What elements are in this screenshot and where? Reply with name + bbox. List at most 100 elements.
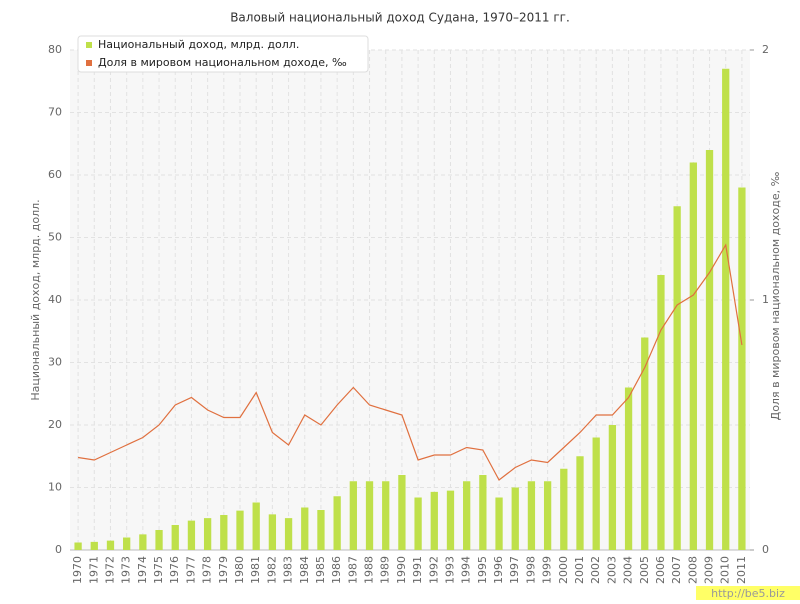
bar: [90, 541, 98, 550]
x-tick-label: 2000: [557, 556, 570, 584]
x-tick-label: 1986: [330, 556, 343, 584]
x-tick-label: 1976: [168, 556, 181, 584]
bar: [236, 510, 244, 550]
bar: [608, 425, 617, 550]
y-tick-label: 70: [48, 106, 62, 119]
x-tick-label: 2008: [686, 556, 699, 584]
bar: [624, 387, 633, 550]
x-tick-label: 1978: [201, 556, 214, 584]
line: [78, 243, 743, 481]
x-tick-label: 2011: [735, 556, 748, 584]
bar: [252, 502, 260, 550]
bar: [333, 496, 341, 550]
x-tick-label: 1991: [411, 556, 424, 584]
bar: [446, 490, 455, 550]
bar: [479, 475, 487, 550]
bar: [123, 537, 131, 550]
x-tick-label: 1984: [298, 556, 311, 584]
y-tick-label: 10: [48, 481, 62, 494]
bar: [414, 497, 422, 550]
x-tick-label: 1974: [136, 556, 149, 584]
x-tick-label: 1995: [476, 556, 489, 584]
y-tick-label: 80: [48, 43, 62, 56]
bar: [641, 337, 649, 550]
bar: [560, 468, 568, 550]
y2-tick-label: 2: [762, 43, 769, 56]
x-tick-label: 1982: [265, 556, 278, 584]
x-tick-label: 1980: [233, 556, 246, 584]
legend-swatch: [86, 42, 92, 48]
x-tick-label: 1990: [395, 556, 408, 584]
y2-tick-label: 1: [762, 293, 769, 306]
x-tick-label: 1971: [87, 556, 100, 584]
x-tick-label: 2001: [573, 556, 586, 584]
bar: [527, 481, 536, 550]
x-tick-label: 2005: [638, 556, 651, 584]
y-tick-label: 40: [48, 293, 62, 306]
bar: [430, 491, 438, 550]
x-tick-label: 1994: [460, 556, 473, 584]
x-tick-label: 2007: [670, 556, 683, 584]
x-tick-label: 2006: [654, 556, 667, 584]
legend-label: Доля в мировом национальном доходе, ‰: [98, 56, 347, 69]
x-tick-label: 1975: [152, 556, 165, 584]
x-tick-label: 1973: [120, 556, 133, 584]
y-tick-label: 30: [48, 356, 62, 369]
x-tick-label: 2002: [589, 556, 602, 584]
y-tick-label: 0: [55, 543, 62, 556]
watermark-bg: [696, 586, 800, 600]
x-tick-label: 1977: [184, 556, 197, 584]
x-tick-label: 1997: [508, 556, 521, 584]
bar: [106, 540, 115, 550]
legend-box: [77, 35, 369, 73]
x-tick-label: 1999: [541, 556, 554, 584]
bar: [220, 515, 228, 550]
y-tick-label: 50: [48, 231, 62, 244]
x-tick-label: 1983: [282, 556, 295, 584]
bar: [673, 206, 681, 550]
bar: [155, 530, 163, 550]
bar: [705, 150, 714, 550]
y2-tick-label: 0: [762, 543, 769, 556]
y2-axis-label: Доля в мировом национальном доходе, ‰: [769, 171, 782, 420]
legend-swatch: [86, 60, 92, 66]
bar: [689, 162, 697, 550]
x-tick-label: 1972: [103, 556, 116, 584]
bar: [203, 518, 212, 550]
y-axis-label: Национальный доход, млрд. долл.: [29, 199, 42, 400]
legend-label: Национальный доход, млрд. долл.: [98, 38, 299, 51]
x-tick-label: 1993: [443, 556, 456, 584]
bar: [511, 487, 519, 550]
bar: [463, 481, 471, 550]
bar: [543, 481, 552, 550]
bar: [382, 481, 390, 550]
y-tick-label: 60: [48, 168, 62, 181]
bar: [592, 437, 600, 550]
x-tick-label: 1988: [363, 556, 376, 584]
x-tick-label: 1996: [492, 556, 505, 584]
bar: [657, 275, 665, 550]
x-tick-label: 1979: [217, 556, 230, 584]
watermark: http://be5.biz: [711, 587, 785, 600]
bar: [284, 518, 293, 550]
bar: [74, 542, 82, 550]
x-tick-label: 1970: [71, 556, 84, 584]
x-tick-label: 1987: [346, 556, 359, 584]
chart-title: Валовый национальный доход Судана, 1970–…: [230, 11, 570, 25]
bar: [187, 520, 196, 550]
x-tick-label: 2003: [605, 556, 618, 584]
bar: [171, 525, 179, 550]
bar: [349, 481, 357, 550]
x-tick-label: 1998: [524, 556, 537, 584]
y-tick-label: 20: [48, 418, 62, 431]
bar: [301, 507, 309, 550]
x-tick-label: 1989: [379, 556, 392, 584]
x-tick-label: 1981: [249, 556, 262, 584]
bar: [738, 187, 746, 550]
bar: [139, 534, 147, 550]
x-tick-label: 2009: [703, 556, 716, 584]
x-tick-label: 2010: [719, 556, 732, 584]
x-tick-label: 2004: [622, 556, 635, 584]
bar: [722, 68, 730, 550]
